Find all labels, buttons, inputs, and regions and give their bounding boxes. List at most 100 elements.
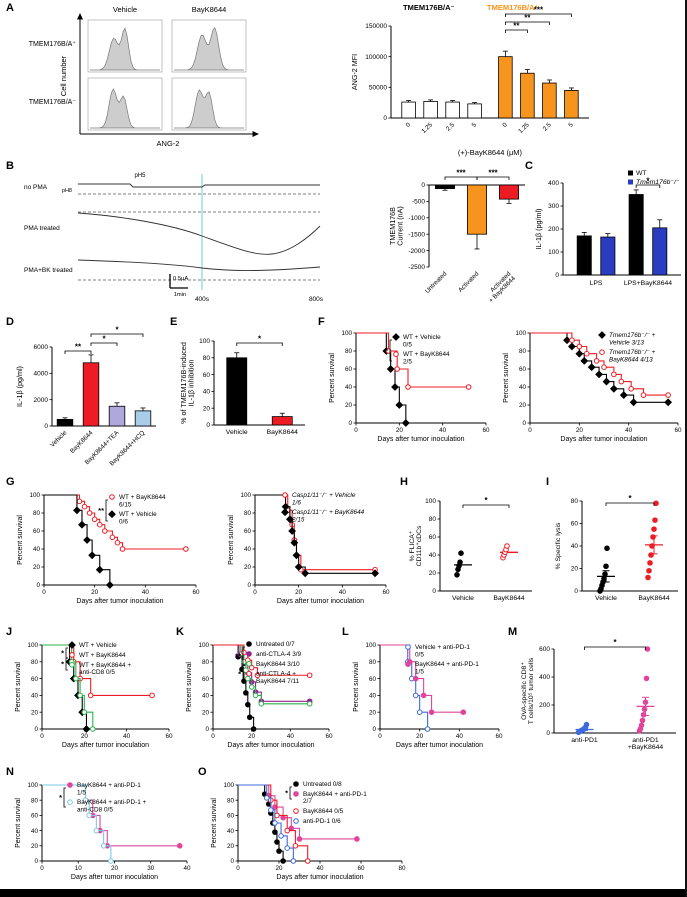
svg-text:BayK8644 + anti-PD-1 +anti-CD8: BayK8644 + anti-PD-1 + anti-CD8 0/5 — [77, 799, 147, 813]
svg-text:0: 0 — [44, 423, 48, 430]
panel-G-left-survival-plot: 0 20 40 60 80 100 0 20 40 60 Days after tumor inoc… — [14, 487, 202, 615]
svg-text:100: 100 — [548, 249, 559, 256]
svg-text:WT + BayK8644 +anti-CD8 0/5: WT + BayK8644 + anti-CD8 0/5 — [79, 662, 131, 676]
svg-text:Days after tumor inoculation: Days after tumor inoculation — [76, 598, 163, 605]
F_left-svg: 0 20 40 60 80 100 0 20 40 60 Days after tumor inoc… — [329, 330, 490, 443]
panel-label-F: F — [318, 316, 325, 328]
svg-text:20: 20 — [244, 564, 252, 571]
svg-text:2.5: 2.5 — [445, 121, 456, 132]
svg-text:80: 80 — [571, 498, 579, 505]
svg-text:50000: 50000 — [369, 85, 387, 92]
svg-text:100: 100 — [425, 498, 436, 505]
svg-text:40: 40 — [571, 543, 579, 550]
panel-O-survival-plot: 0 20 40 60 80 100 0 20 40 60 80 Days after tumor in… — [208, 777, 410, 889]
svg-text:60: 60 — [244, 528, 252, 535]
svg-text:Untreated 0/8: Untreated 0/8 — [303, 781, 342, 788]
svg-text:80: 80 — [31, 659, 39, 666]
svg-text:40: 40 — [519, 384, 527, 391]
svg-text:0: 0 — [546, 730, 550, 737]
svg-text:*: * — [385, 346, 388, 355]
svg-text:20: 20 — [33, 564, 41, 571]
svg-text:*: * — [61, 660, 64, 669]
svg-text:% FLICA⁺CD11b⁺cDCs: % FLICA⁺CD11b⁺cDCs — [409, 525, 423, 566]
svg-text:BayK8644 + anti-PD-11/5: BayK8644 + anti-PD-1 1/5 — [415, 661, 479, 675]
svg-text:40: 40 — [31, 828, 39, 835]
svg-text:80: 80 — [202, 659, 210, 666]
svg-text:pH8: pH8 — [62, 188, 72, 194]
svg-text:*: * — [484, 496, 488, 505]
svg-text:100: 100 — [240, 492, 251, 499]
panel-L-survival-plot: 0 20 40 60 80 100 0 20 40 60 Days after tumor inoc… — [350, 637, 505, 759]
svg-text:20: 20 — [91, 589, 99, 596]
svg-text:-2500: -2500 — [408, 264, 425, 271]
svg-text:0: 0 — [501, 121, 509, 129]
svg-text:BayK8644 + anti-PD-12/7: BayK8644 + anti-PD-1 2/7 — [303, 791, 367, 805]
svg-text:0: 0 — [40, 865, 44, 872]
svg-text:40: 40 — [244, 546, 252, 553]
svg-text:Vehicle: Vehicle — [452, 595, 474, 602]
svg-text:0: 0 — [405, 121, 413, 129]
svg-text:40: 40 — [316, 865, 324, 872]
svg-text:60: 60 — [674, 427, 682, 434]
svg-text:0: 0 — [522, 420, 526, 427]
svg-text:Days after tumor inoculation: Days after tumor inoculation — [62, 742, 149, 749]
svg-text:4000: 4000 — [34, 371, 49, 378]
svg-text:40: 40 — [429, 552, 437, 559]
svg-text:60: 60 — [165, 733, 173, 740]
svg-text:no PMA: no PMA — [24, 184, 48, 191]
panel-label-J: J — [6, 626, 13, 638]
panel-M-ova-cd8-scatter-plot: 0 200 400 600 anti-PD1 anti-PD1 +BayK8644 * OVA-… — [518, 637, 686, 759]
svg-text:40: 40 — [345, 384, 353, 391]
panel-label-N: N — [6, 766, 14, 778]
svg-text:100: 100 — [365, 642, 376, 649]
svg-text:20: 20 — [31, 843, 39, 850]
svg-text:-2000: -2000 — [408, 248, 425, 255]
svg-text:Days after tumor inoculation: Days after tumor inoculation — [560, 436, 647, 443]
H_scatter-svg: 0 20 40 60 80 100 Vehicle BayK8644 * % FLICA⁺CD11… — [409, 496, 532, 602]
svg-text:0: 0 — [206, 422, 210, 429]
svg-text:100: 100 — [198, 642, 209, 649]
svg-text:20: 20 — [416, 733, 424, 740]
I_scatter-svg: 0 20 40 60 80 Vehicle BayK8644 * % Specific lysi… — [555, 494, 678, 602]
panel-H-flica-scatter-plot: 0 20 40 60 80 100 Vehicle BayK8644 * % FLICA⁺CD11… — [408, 487, 540, 613]
svg-text:*: * — [628, 494, 632, 503]
svg-text:100000: 100000 — [365, 54, 387, 61]
svg-text:0: 0 — [42, 589, 46, 596]
svg-text:Percent survival: Percent survival — [17, 515, 24, 565]
O_surv-svg: 0 20 40 60 80 100 0 20 40 60 80 Days after tumor in… — [211, 781, 406, 881]
svg-text:5: 5 — [567, 121, 575, 129]
svg-text:20: 20 — [81, 733, 89, 740]
svg-text:40: 40 — [287, 733, 295, 740]
svg-text:ANG-2 MFI: ANG-2 MFI — [350, 54, 359, 90]
svg-text:20: 20 — [31, 709, 39, 716]
svg-text:Vehicle: Vehicle — [226, 429, 248, 436]
svg-text:*: * — [238, 670, 241, 679]
svg-text:60: 60 — [192, 589, 200, 596]
svg-text:BayK8644 3/10: BayK8644 3/10 — [256, 661, 300, 668]
svg-text:0: 0 — [378, 733, 382, 740]
svg-text:60: 60 — [382, 589, 390, 596]
svg-text:80: 80 — [31, 797, 39, 804]
svg-text:Vehicle: Vehicle — [113, 5, 137, 14]
svg-text:0: 0 — [574, 588, 578, 595]
svg-text:40: 40 — [456, 733, 464, 740]
panel-A-ang2-mfi-bar-chart: 0 50000 100000 150000 0 1.25 2.5 5 0 1.25 2.5 5 (+)-… — [345, 2, 595, 160]
svg-text:20: 20 — [203, 405, 211, 412]
svg-text:Days after tumor inoculation: Days after tumor inoculation — [396, 742, 483, 749]
svg-text:Percent survival: Percent survival — [503, 353, 510, 403]
svg-text:Cell number: Cell number — [59, 55, 68, 96]
svg-text:60: 60 — [429, 534, 437, 541]
svg-text:anti-CTLA-4 +BayK8644 7/11: anti-CTLA-4 + BayK8644 7/11 — [256, 671, 300, 685]
svg-text:Tmem176b⁻/⁻ +Vehicle 3/13: Tmem176b⁻/⁻ + Vehicle 3/13 — [609, 332, 656, 346]
svg-text:60: 60 — [369, 676, 377, 683]
svg-text:anti-PD1: anti-PD1 — [571, 737, 598, 744]
svg-text:2.5: 2.5 — [542, 121, 553, 132]
svg-text:60: 60 — [482, 427, 490, 434]
M_scatter-svg: 0 200 400 600 anti-PD1 anti-PD1 +BayK8644 * OVA-… — [521, 638, 676, 751]
svg-text:TMEM176B/A⁻: TMEM176B/A⁻ — [403, 3, 455, 12]
svg-text:40: 40 — [202, 693, 210, 700]
svg-text:BayK8644: BayK8644 — [493, 595, 525, 602]
svg-text:**: ** — [75, 343, 82, 352]
